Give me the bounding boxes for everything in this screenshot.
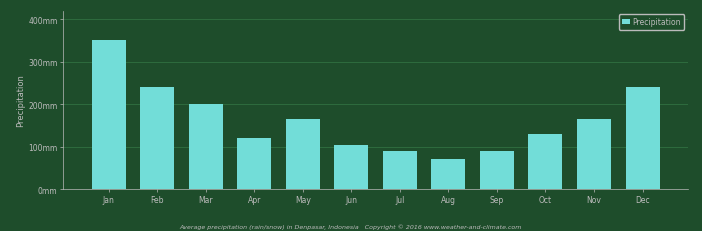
Bar [189,105,223,189]
Y-axis label: Precipitation: Precipitation [16,74,25,127]
Bar [91,41,126,189]
Bar [432,160,465,189]
Bar [140,88,174,189]
Bar [625,88,660,189]
Bar [334,145,369,189]
Bar [286,120,319,189]
Text: Average precipitation (rain/snow) in Denpasar, Indonesia   Copyright © 2016 www.: Average precipitation (rain/snow) in Den… [180,223,522,229]
Bar [480,151,514,189]
Bar [383,151,417,189]
Bar [577,120,611,189]
Legend: Precipitation: Precipitation [619,15,684,30]
Bar [237,139,271,189]
Bar [529,134,562,189]
